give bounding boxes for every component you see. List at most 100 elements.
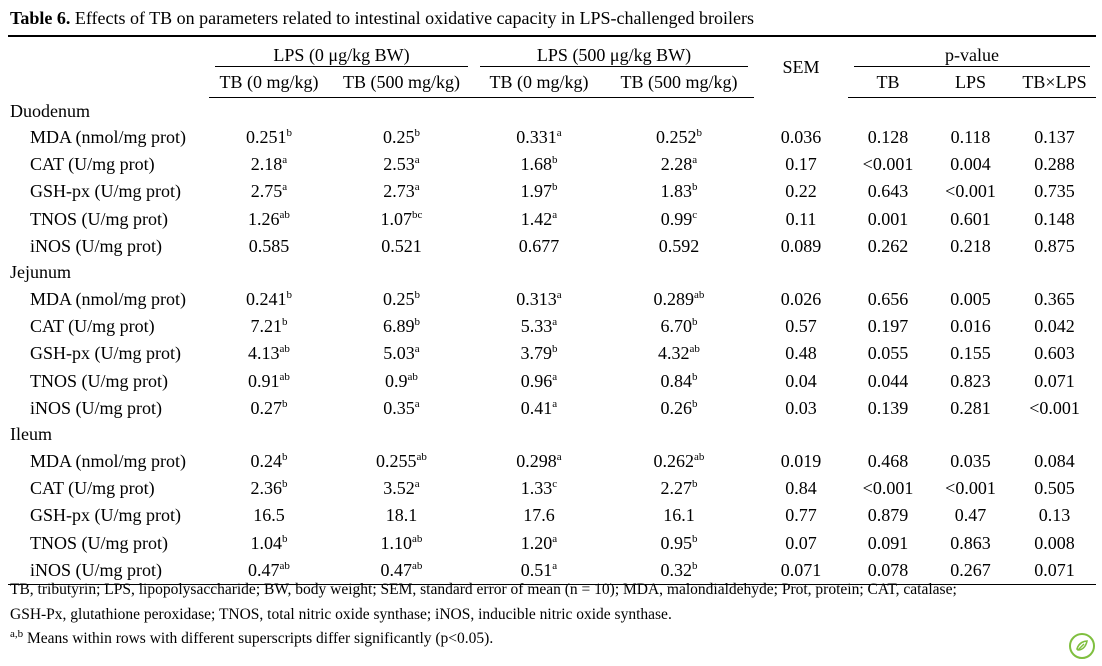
row-label: CAT (U/mg prot) xyxy=(30,478,155,499)
value-superscript: a xyxy=(556,127,562,140)
value-number: 0.289 xyxy=(653,289,695,310)
value-superscript: b xyxy=(282,450,288,463)
pvalue-cell: 0.197 xyxy=(867,316,909,337)
value-cell: 0.262ab xyxy=(604,448,754,475)
value-number: 0.84 xyxy=(660,370,693,391)
value-superscript: a xyxy=(552,316,558,329)
pvalue-cell: <0.001 xyxy=(862,478,914,499)
value-cell: 2.75a xyxy=(209,178,329,205)
value-superscript: b xyxy=(692,370,698,383)
value-number: 2.75 xyxy=(250,181,283,202)
value-cell: 1.97b xyxy=(474,178,604,205)
value-number: 1.20 xyxy=(520,532,553,553)
pvalue-cell: 0.084 xyxy=(1034,450,1075,471)
value-number: 0.26 xyxy=(660,397,693,418)
value-number: 0.9 xyxy=(385,370,408,391)
value-superscript: b xyxy=(282,532,288,545)
value-superscript: a xyxy=(552,532,558,545)
value-cell: 0.25b xyxy=(329,286,474,313)
sem-cell: 0.04 xyxy=(785,370,817,391)
sem-cell: 0.026 xyxy=(780,289,822,310)
pvalue-cell: 0.042 xyxy=(1034,316,1075,337)
value-cell: 0.251b xyxy=(209,124,329,151)
pvalue-cell: <0.001 xyxy=(862,154,914,175)
header-sub-tb500-a: TB (500 mg/kg) xyxy=(329,67,474,98)
sem-cell: 0.77 xyxy=(785,505,817,526)
row-label: iNOS (U/mg prot) xyxy=(30,397,162,418)
value-number: 0.27 xyxy=(250,397,283,418)
value-superscript: a xyxy=(552,370,558,383)
value-superscript: ab xyxy=(694,450,705,463)
value-cell: 0.298a xyxy=(474,448,604,475)
value-superscript: a xyxy=(414,154,420,167)
value-superscript: ab xyxy=(279,343,290,356)
value-cell: 0.24b xyxy=(209,448,329,475)
header-row-groups: LPS (0 μg/kg BW) LPS (500 μg/kg BW) SEM … xyxy=(8,35,1097,98)
pvalue-cell: 0.128 xyxy=(867,127,909,148)
value-number: 0.32 xyxy=(660,559,693,580)
value-cell: 0.26b xyxy=(604,395,754,422)
value-number: 1.33 xyxy=(520,478,553,499)
value-number: 0.47 xyxy=(380,559,413,580)
value-number: 2.27 xyxy=(660,478,693,499)
table-row: TNOS (U/mg prot) 1.04b 1.10ab 1.20a 0.95b 0.0… xyxy=(8,529,1096,556)
journal-logo-icon xyxy=(1069,633,1095,659)
value-superscript: a xyxy=(556,289,562,302)
sem-cell: 0.11 xyxy=(785,208,817,229)
value-superscript: ab xyxy=(412,559,423,572)
header-sub-tb0-a: TB (0 mg/kg) xyxy=(209,67,329,98)
pvalue-cell: 0.155 xyxy=(950,343,991,364)
value-superscript: a xyxy=(414,343,420,356)
pvalue-cell: <0.001 xyxy=(945,181,996,202)
value-cell: 4.13ab xyxy=(209,340,329,367)
footnote-significance-text: Means within rows with different supersc… xyxy=(23,630,494,647)
row-label: GSH-px (U/mg prot) xyxy=(30,343,181,364)
value-number: 5.03 xyxy=(383,343,415,364)
value-cell: 2.36b xyxy=(209,475,329,502)
table-title: Effects of TB on parameters related to i… xyxy=(70,8,754,28)
value-cell: 0.313a xyxy=(474,286,604,313)
row-label: iNOS (U/mg prot) xyxy=(8,556,209,585)
pvalue-cell: 0.47 xyxy=(954,505,987,526)
pvalue-cell: 0.071 xyxy=(1034,370,1075,391)
value-superscript: c xyxy=(552,478,558,491)
footnote-significance: a,b Means within rows with different sup… xyxy=(10,627,494,648)
value-number: 0.677 xyxy=(518,235,560,256)
value-cell: 2.27b xyxy=(604,475,754,502)
value-cell: 17.6 xyxy=(474,502,604,529)
value-cell: 1.83b xyxy=(604,178,754,205)
section-row: Jejunum xyxy=(8,260,1096,286)
header-empty-cell xyxy=(8,35,209,98)
value-cell: 0.9ab xyxy=(329,368,474,395)
value-cell: 0.41a xyxy=(474,395,604,422)
value-superscript: ab xyxy=(412,532,423,545)
value-number: 0.262 xyxy=(653,450,695,471)
sem-cell: 0.019 xyxy=(780,450,822,471)
value-superscript: b xyxy=(282,478,288,491)
value-cell: 1.42a xyxy=(474,206,604,233)
pvalue-cell: 0.137 xyxy=(1034,127,1075,148)
pvalue-cell: 0.148 xyxy=(1034,208,1075,229)
sem-cell: 0.17 xyxy=(785,154,817,175)
row-label: TNOS (U/mg prot) xyxy=(30,532,168,553)
value-cell: 1.26ab xyxy=(209,206,329,233)
row-label: CAT (U/mg prot) xyxy=(30,154,155,175)
table-row: MDA (nmol/mg prot) 0.241b 0.25b 0.313a 0.289… xyxy=(8,286,1096,313)
results-table: LPS (0 μg/kg BW) LPS (500 μg/kg BW) SEM … xyxy=(8,35,1097,585)
value-cell: 0.91ab xyxy=(209,368,329,395)
pvalue-cell: 0.055 xyxy=(867,343,909,364)
value-superscript: a xyxy=(414,181,420,194)
value-number: 0.331 xyxy=(516,127,557,148)
value-number: 2.53 xyxy=(383,154,415,175)
value-number: 0.96 xyxy=(520,370,553,391)
value-cell: 0.27b xyxy=(209,395,329,422)
value-number: 0.313 xyxy=(516,289,557,310)
value-number: 16.5 xyxy=(253,505,285,526)
value-cell: 6.89b xyxy=(329,313,474,340)
row-label: iNOS (U/mg prot) xyxy=(30,235,162,256)
table-row: CAT (U/mg prot) 2.18a 2.53a 1.68b 2.28a 0.17 <… xyxy=(8,151,1096,178)
value-number: 0.255 xyxy=(376,450,417,471)
section-row: Ileum xyxy=(8,422,1096,448)
pvalue-cell: 0.091 xyxy=(867,532,909,553)
footnote-superscript: a,b xyxy=(10,627,24,640)
